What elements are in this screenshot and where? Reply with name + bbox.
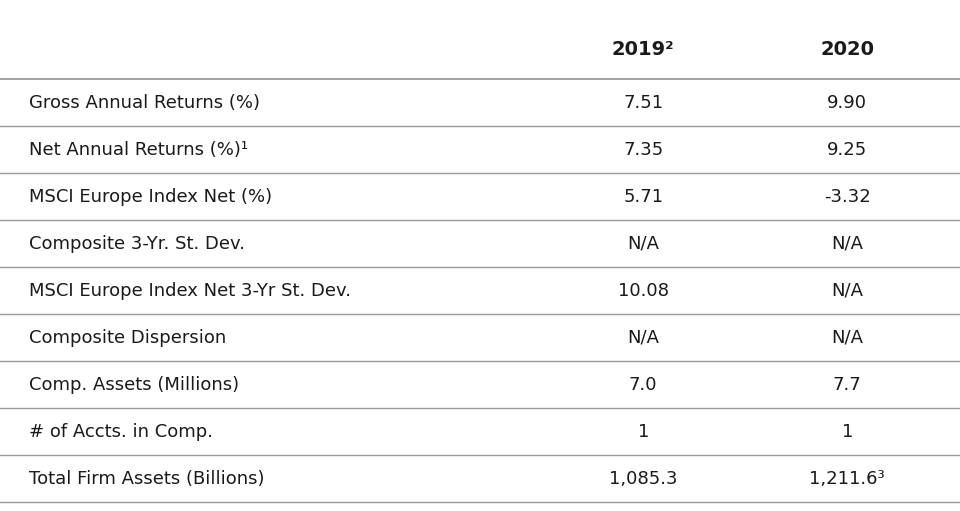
Text: Gross Annual Returns (%): Gross Annual Returns (%)	[29, 94, 260, 112]
Text: 1,211.6³: 1,211.6³	[809, 470, 885, 488]
Text: -3.32: -3.32	[824, 188, 871, 206]
Text: Composite 3-Yr. St. Dev.: Composite 3-Yr. St. Dev.	[29, 235, 245, 253]
Text: 5.71: 5.71	[623, 188, 663, 206]
Text: 10.08: 10.08	[617, 282, 669, 300]
Text: 1: 1	[637, 423, 649, 441]
Text: Composite Dispersion: Composite Dispersion	[29, 329, 226, 347]
Text: 9.90: 9.90	[828, 94, 867, 112]
Text: 2019²: 2019²	[612, 40, 675, 59]
Text: 7.7: 7.7	[833, 376, 861, 394]
Text: N/A: N/A	[831, 329, 863, 347]
Text: Net Annual Returns (%)¹: Net Annual Returns (%)¹	[29, 141, 248, 159]
Text: N/A: N/A	[627, 329, 660, 347]
Text: 1: 1	[842, 423, 852, 441]
Text: 9.25: 9.25	[828, 141, 867, 159]
Text: N/A: N/A	[627, 235, 660, 253]
Text: Comp. Assets (Millions): Comp. Assets (Millions)	[29, 376, 239, 394]
Text: MSCI Europe Index Net 3-Yr St. Dev.: MSCI Europe Index Net 3-Yr St. Dev.	[29, 282, 350, 300]
Text: 2020: 2020	[820, 40, 875, 59]
Text: N/A: N/A	[831, 282, 863, 300]
Text: 7.51: 7.51	[623, 94, 663, 112]
Text: MSCI Europe Index Net (%): MSCI Europe Index Net (%)	[29, 188, 272, 206]
Text: Total Firm Assets (Billions): Total Firm Assets (Billions)	[29, 470, 264, 488]
Text: 7.35: 7.35	[623, 141, 663, 159]
Text: # of Accts. in Comp.: # of Accts. in Comp.	[29, 423, 213, 441]
Text: 1,085.3: 1,085.3	[609, 470, 678, 488]
Text: 7.0: 7.0	[629, 376, 658, 394]
Text: N/A: N/A	[831, 235, 863, 253]
